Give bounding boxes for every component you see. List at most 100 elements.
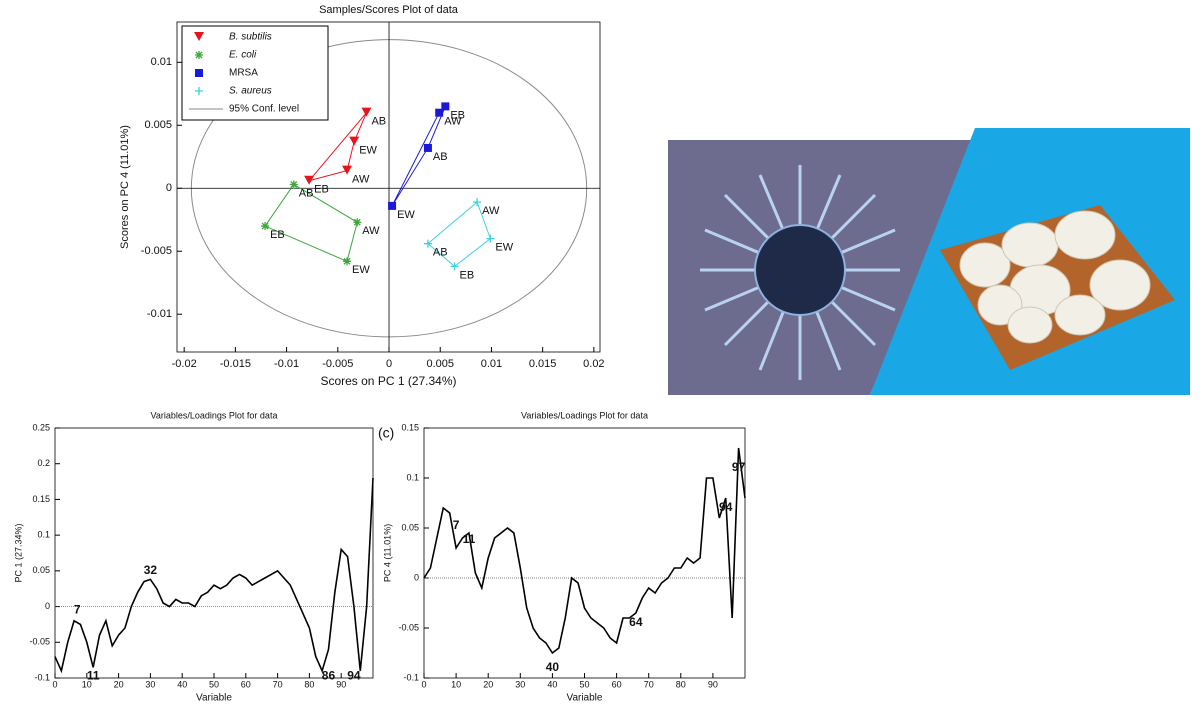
y-tick-label: -0.05 <box>29 637 50 647</box>
annotation: 11 <box>87 669 100 683</box>
chart-title: Variables/Loadings Plot for data <box>151 410 278 420</box>
marker <box>353 218 362 227</box>
x-tick-label: 20 <box>483 679 493 689</box>
legend-marker <box>195 51 203 59</box>
legend-marker <box>195 69 203 77</box>
x-tick-label: 30 <box>145 679 155 689</box>
point-label: EB <box>460 269 475 281</box>
marker <box>343 257 352 266</box>
y-tick-label: 0.1 <box>406 472 419 482</box>
point-label: EW <box>397 209 415 221</box>
y-tick-label: 0.2 <box>37 458 50 468</box>
y-tick-label: -0.1 <box>403 672 419 682</box>
mushrooms <box>959 210 1151 344</box>
marker <box>441 102 450 111</box>
annotation: 32 <box>144 563 158 577</box>
marker <box>304 175 315 185</box>
marker <box>423 143 432 152</box>
y-tick-label: 0.25 <box>32 422 50 432</box>
marker <box>361 107 372 117</box>
legend-label: 95% Conf. level <box>229 104 299 115</box>
x-tick-label: 0.01 <box>481 358 502 370</box>
marker <box>486 234 495 243</box>
illustration <box>668 128 1190 395</box>
chart-title: Variables/Loadings Plot for data <box>521 410 648 420</box>
marker <box>342 165 353 175</box>
point-label: EB <box>270 229 285 241</box>
y-tick-label: 0.05 <box>32 565 50 575</box>
legend-label: E. coli <box>229 50 257 61</box>
plot-area <box>54 427 374 679</box>
x-axis-label: Variable <box>567 693 603 704</box>
x-tick-label: 0.015 <box>529 358 557 370</box>
point-label: EW <box>359 145 377 157</box>
x-tick-label: 10 <box>451 679 461 689</box>
y-tick-label: 0 <box>166 182 172 194</box>
legend-marker <box>195 87 203 95</box>
x-tick-label: 10 <box>82 679 92 689</box>
x-tick-label: -0.005 <box>322 358 353 370</box>
line <box>423 447 746 655</box>
annotation: 64 <box>629 615 643 629</box>
x-tick-label: 0.005 <box>426 358 454 370</box>
x-tick-label: 70 <box>273 679 283 689</box>
x-tick-label: 80 <box>676 679 686 689</box>
legend-label: S. aureus <box>229 86 272 97</box>
line <box>54 477 374 674</box>
marker <box>423 239 432 248</box>
y-tick-label: -0.005 <box>141 245 172 257</box>
x-tick-label: 60 <box>241 679 251 689</box>
annotation: 86 <box>322 669 336 683</box>
x-tick-label: 60 <box>612 679 622 689</box>
y-tick-label: 0 <box>414 572 419 582</box>
point-label: EW <box>352 264 370 276</box>
y-tick-label: 0.15 <box>32 494 50 504</box>
y-tick-label: -0.05 <box>398 622 419 632</box>
point-label: AW <box>352 174 370 186</box>
y-tick-label: 0.05 <box>401 522 419 532</box>
y-tick-label: -0.1 <box>34 672 50 682</box>
point-label: AB <box>371 116 386 128</box>
point-label: AW <box>444 116 462 128</box>
x-tick-label: 80 <box>304 679 314 689</box>
annotation: 7 <box>453 518 460 532</box>
x-tick-label: -0.02 <box>172 358 197 370</box>
annotation: 97 <box>732 460 746 474</box>
marker <box>261 222 270 231</box>
x-axis-label: Scores on PC 1 (27.34%) <box>320 374 456 388</box>
x-tick-label: 0.02 <box>583 358 604 370</box>
point-label: EW <box>495 242 513 254</box>
marker <box>435 108 444 117</box>
x-tick-label: 40 <box>547 679 557 689</box>
annotation: 7 <box>74 602 81 616</box>
point-label: EB <box>314 184 329 196</box>
x-tick-label: 30 <box>515 679 525 689</box>
legend-marker <box>194 32 204 41</box>
annotation: 11 <box>463 532 476 546</box>
y-tick-label: 0.1 <box>37 530 50 540</box>
x-tick-label: 90 <box>336 679 346 689</box>
y-tick-label: 0.005 <box>144 119 172 131</box>
x-tick-label: 0 <box>386 358 392 370</box>
marker <box>388 201 397 210</box>
x-tick-label: 40 <box>177 679 187 689</box>
legend-label: B. subtilis <box>229 32 272 43</box>
annotation: 40 <box>546 660 560 674</box>
point-label: AW <box>482 205 500 217</box>
x-tick-label: 0 <box>421 679 426 689</box>
x-axis-label: Variable <box>196 693 232 704</box>
x-tick-label: 90 <box>708 679 718 689</box>
marker <box>450 262 459 271</box>
x-tick-label: -0.015 <box>220 358 251 370</box>
panel-label: (c) <box>378 425 394 441</box>
virus-body <box>754 224 846 316</box>
legend-box <box>181 25 329 121</box>
legend-label: MRSA <box>229 68 258 79</box>
x-tick-label: 0 <box>52 679 57 689</box>
x-tick-label: 50 <box>209 679 219 689</box>
x-tick-label: 70 <box>644 679 654 689</box>
annotation: 94 <box>347 669 361 683</box>
x-tick-label: 50 <box>579 679 589 689</box>
